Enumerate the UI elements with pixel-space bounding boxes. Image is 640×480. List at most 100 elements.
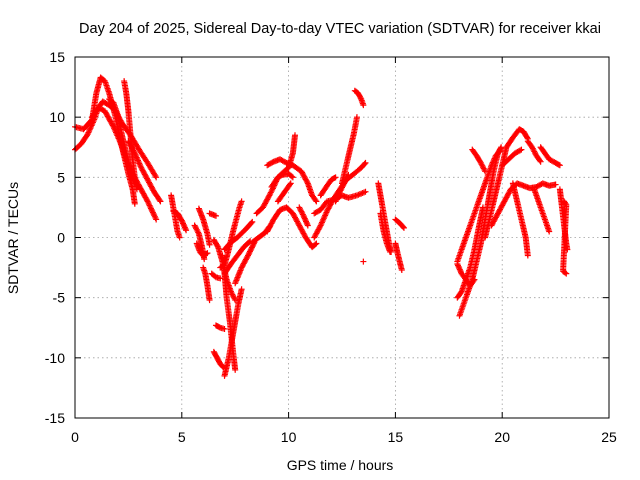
series-arc-55 — [560, 198, 570, 277]
data-point — [144, 198, 151, 205]
series-arc-40 — [392, 240, 405, 273]
y-tick-label: 0 — [57, 230, 65, 246]
data-point — [249, 218, 256, 225]
series-arc-45 — [454, 260, 478, 289]
data-point — [288, 173, 295, 180]
series-arc-53 — [537, 144, 563, 169]
data-point — [333, 195, 340, 202]
data-point — [360, 102, 367, 109]
data-point — [316, 223, 323, 230]
series-arc-41 — [392, 216, 407, 231]
data-point — [302, 218, 309, 225]
data-point — [556, 162, 563, 169]
data-point — [312, 197, 319, 204]
data-point — [457, 289, 464, 296]
data-point — [176, 234, 183, 241]
data-point — [143, 197, 150, 204]
data-point — [248, 219, 255, 226]
data-point — [151, 213, 158, 220]
data-point — [148, 206, 155, 213]
series-arc-15 — [212, 322, 228, 332]
data-point — [149, 209, 156, 216]
series-arc-37 — [360, 258, 367, 265]
chart-title: Day 204 of 2025, Sidereal Day-to-day VTE… — [79, 21, 601, 37]
data-point — [333, 197, 340, 204]
data-point — [221, 325, 228, 332]
data-point — [157, 198, 164, 205]
data-point — [245, 251, 252, 258]
data-point — [206, 241, 213, 248]
data-point — [456, 266, 463, 273]
data-point — [398, 266, 405, 273]
data-point — [479, 204, 486, 211]
data-point — [517, 147, 524, 154]
data-point — [248, 245, 255, 252]
data-point — [153, 174, 160, 181]
data-point — [181, 223, 188, 230]
data-point — [498, 144, 505, 151]
data-point — [183, 227, 190, 234]
series-arc-23 — [232, 239, 258, 287]
x-tick-label: 0 — [71, 429, 79, 445]
data-point — [304, 221, 311, 228]
data-point — [332, 198, 339, 205]
data-point — [147, 203, 154, 210]
x-axis-label: GPS time / hours — [287, 457, 394, 473]
data-point — [454, 260, 461, 267]
data-point — [152, 215, 159, 222]
data-point — [303, 219, 310, 226]
data-point — [181, 224, 188, 231]
data-point — [214, 242, 221, 249]
data-point — [537, 158, 544, 165]
data-point — [304, 179, 311, 186]
series-arc-8 — [170, 208, 190, 234]
data-point — [238, 198, 245, 205]
data-point — [524, 134, 531, 141]
data-point — [203, 250, 210, 257]
x-tick-label: 5 — [178, 429, 186, 445]
y-tick-label: 5 — [57, 169, 65, 185]
data-points — [72, 74, 571, 379]
series-arc-12 — [200, 264, 213, 304]
data-point — [455, 263, 462, 270]
data-point — [246, 249, 253, 256]
x-tick-label: 10 — [281, 429, 297, 445]
data-point — [331, 174, 338, 181]
data-point — [518, 146, 525, 153]
data-point — [454, 262, 461, 269]
data-point — [180, 221, 187, 228]
series-arc-11 — [193, 240, 211, 259]
series-arc-51 — [524, 138, 544, 165]
data-point — [149, 208, 156, 215]
data-point — [88, 117, 95, 124]
data-point — [180, 220, 187, 227]
y-tick-label: -15 — [45, 410, 65, 426]
data-point — [546, 228, 553, 235]
series-arc-35 — [332, 171, 352, 205]
data-point — [361, 160, 368, 167]
series-arc-21 — [221, 238, 254, 277]
data-point — [482, 168, 489, 175]
series-arc-29 — [274, 180, 294, 205]
series-arc-33 — [317, 174, 339, 199]
data-point — [552, 181, 559, 188]
data-point — [335, 191, 342, 198]
data-point — [301, 215, 308, 222]
data-point — [206, 297, 213, 304]
data-point — [232, 366, 239, 373]
data-point — [536, 157, 543, 164]
data-point — [304, 222, 311, 229]
data-point — [345, 171, 352, 178]
data-point — [289, 174, 296, 181]
data-point — [497, 145, 504, 152]
data-point — [151, 212, 158, 219]
data-point — [301, 214, 308, 221]
data-point — [146, 202, 153, 209]
data-point — [312, 241, 319, 248]
series-arc-39 — [377, 210, 394, 255]
y-tick-label: 10 — [49, 109, 65, 125]
data-point — [562, 269, 569, 276]
series-arc-49 — [509, 180, 531, 259]
